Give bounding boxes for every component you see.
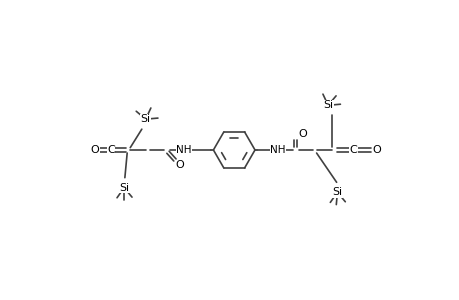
Text: NH: NH: [270, 145, 285, 155]
Text: Si: Si: [332, 187, 341, 197]
Text: O: O: [90, 145, 99, 155]
Text: C: C: [107, 145, 115, 155]
Text: Si: Si: [119, 183, 129, 193]
Text: Si: Si: [140, 114, 151, 124]
Text: O: O: [371, 145, 380, 155]
Text: NH: NH: [176, 145, 191, 155]
Text: C: C: [349, 145, 357, 155]
Text: O: O: [175, 160, 184, 170]
Text: O: O: [298, 129, 307, 139]
Text: Si: Si: [323, 100, 332, 110]
